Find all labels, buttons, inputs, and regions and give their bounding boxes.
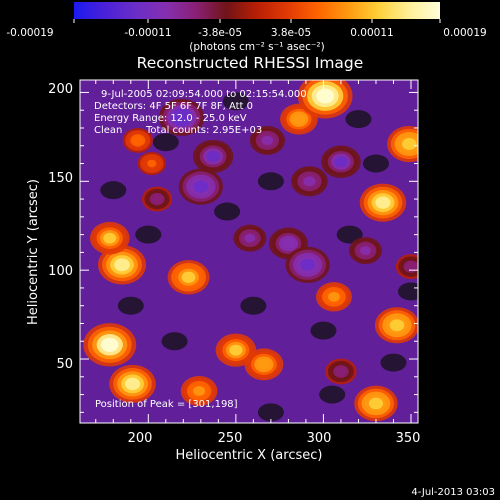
- positive-source-15-ring-5: [316, 88, 335, 104]
- y-tick-label-150: 150: [48, 171, 73, 186]
- low-signal-region-8: [310, 321, 337, 340]
- x-tick-label-300: 300: [307, 431, 332, 446]
- low-signal-region-17: [117, 296, 144, 315]
- colorbar-tick-label-3: -3.8e-05: [198, 27, 242, 39]
- low-signal-region-15: [222, 92, 249, 111]
- negative-source-10-ring-5: [360, 246, 371, 256]
- low-signal-region-13: [100, 181, 127, 200]
- total-counts-annotation: Total counts: 2.95E+03: [145, 125, 262, 136]
- colorbar-unit-label: (photons cm⁻² s⁻¹ asec⁻²): [189, 41, 324, 53]
- low-signal-region-7: [240, 296, 267, 315]
- positive-source-9-ring-5: [375, 196, 391, 209]
- x-tick-label-350: 350: [396, 431, 421, 446]
- negative-source-11-ring-5: [152, 195, 163, 204]
- positive-source-16-ring-5: [132, 136, 143, 145]
- colorbar-tick-label-5: 0.00011: [350, 27, 393, 39]
- plot-frame: [79, 79, 419, 424]
- y-axis-label: Heliocentric Y (arcsec): [26, 179, 41, 325]
- x-axis-label: Heliocentric X (arcsec): [176, 448, 323, 463]
- low-signal-region-6: [336, 225, 363, 244]
- positive-source-4-ring-5: [103, 232, 117, 244]
- observation-annotations: 9-Jul-2005 02:09:54.000 to 02:15:54.000 …: [94, 89, 307, 136]
- peak-position-annotation: Position of Peak = [301,198]: [95, 399, 238, 410]
- negative-source-6-ring-5: [303, 176, 316, 187]
- low-signal-region-14: [397, 282, 418, 301]
- y-tick-label-100: 100: [48, 264, 73, 279]
- low-signal-region-12: [257, 403, 284, 422]
- x-tick-label-250: 250: [218, 431, 243, 446]
- negative-source-8-ring-5: [300, 258, 315, 271]
- method-annotation: Clean: [94, 125, 122, 136]
- negative-source-2-ring-5: [206, 150, 220, 162]
- time-range-annotation: 9-Jul-2005 02:09:54.000 to 02:15:54.000: [101, 89, 307, 100]
- low-signal-region-16: [345, 110, 372, 129]
- positive-source-1-ring-5: [101, 337, 119, 352]
- positive-source-12-ring-5: [328, 291, 340, 302]
- colorbar-gradient: [74, 2, 440, 19]
- negative-source-1-ring-5: [174, 111, 189, 124]
- positive-source-13-ring-5: [402, 138, 417, 150]
- y-tick-labels: 50 100 150 200: [48, 82, 73, 372]
- negative-source-4-ring-5: [261, 135, 274, 146]
- low-signal-region-4: [257, 172, 284, 191]
- positive-source-3-ring-5: [114, 258, 130, 272]
- heatmap-image: [80, 80, 418, 423]
- negative-source-3-ring-5: [193, 180, 209, 193]
- x-tick-label-200: 200: [128, 431, 153, 446]
- positive-source-7-ring-5: [193, 386, 206, 396]
- energy-range-annotation: Energy Range: 12.0 - 25.0 keV: [94, 113, 247, 124]
- axis-ticks: [80, 80, 418, 423]
- plot-title: Reconstructed RHESSI Image: [137, 54, 364, 72]
- low-signal-region-5: [362, 154, 389, 173]
- negative-source-7-ring-5: [282, 238, 295, 249]
- colorbar-tick-label-1: -0.00019: [6, 27, 53, 39]
- footer-timestamp: 4-Jul-2013 03:03: [411, 487, 495, 498]
- negative-source-9-ring-5: [244, 233, 256, 243]
- y-tick-label-200: 200: [48, 82, 73, 97]
- positive-source-17-ring-5: [147, 159, 157, 168]
- negative-source-13-ring-5: [406, 262, 416, 271]
- positive-source-6-ring-5: [229, 344, 243, 356]
- positive-source-5-ring-5: [181, 271, 196, 283]
- negative-source-12-ring-5: [335, 367, 347, 376]
- low-signal-region-9: [161, 332, 188, 351]
- x-tick-labels: 200 250 300 350: [128, 431, 421, 446]
- detectors-annotation: Detectors: 4F 5F 6F 7F 8F, Att 0: [94, 101, 253, 112]
- negative-source-5-ring-5: [334, 156, 348, 168]
- colorbar-tick-label-6: 0.00019: [443, 27, 486, 39]
- low-signal-region-10: [380, 353, 407, 372]
- low-signal-region-2: [214, 202, 241, 221]
- colorbar-ticks: [73, 19, 441, 23]
- colorbar-tick-label-2: -0.00011: [124, 27, 171, 39]
- positive-source-8-ring-5: [257, 359, 271, 370]
- heatmap-sources: [83, 80, 418, 422]
- low-signal-region-1: [152, 133, 179, 152]
- positive-source-2-ring-5: [124, 377, 141, 391]
- colorbar: -0.00019 -0.00011 -3.8e-05 3.8e-05 0.000…: [6, 2, 487, 53]
- low-signal-region-3: [135, 225, 162, 244]
- low-signal-region-11: [319, 385, 346, 404]
- y-tick-label-50: 50: [56, 357, 73, 372]
- colorbar-tick-label-4: 3.8e-05: [271, 27, 311, 39]
- positive-source-11-ring-5: [368, 397, 384, 410]
- positive-source-10-ring-5: [389, 319, 405, 332]
- positive-source-14-ring-5: [292, 114, 306, 125]
